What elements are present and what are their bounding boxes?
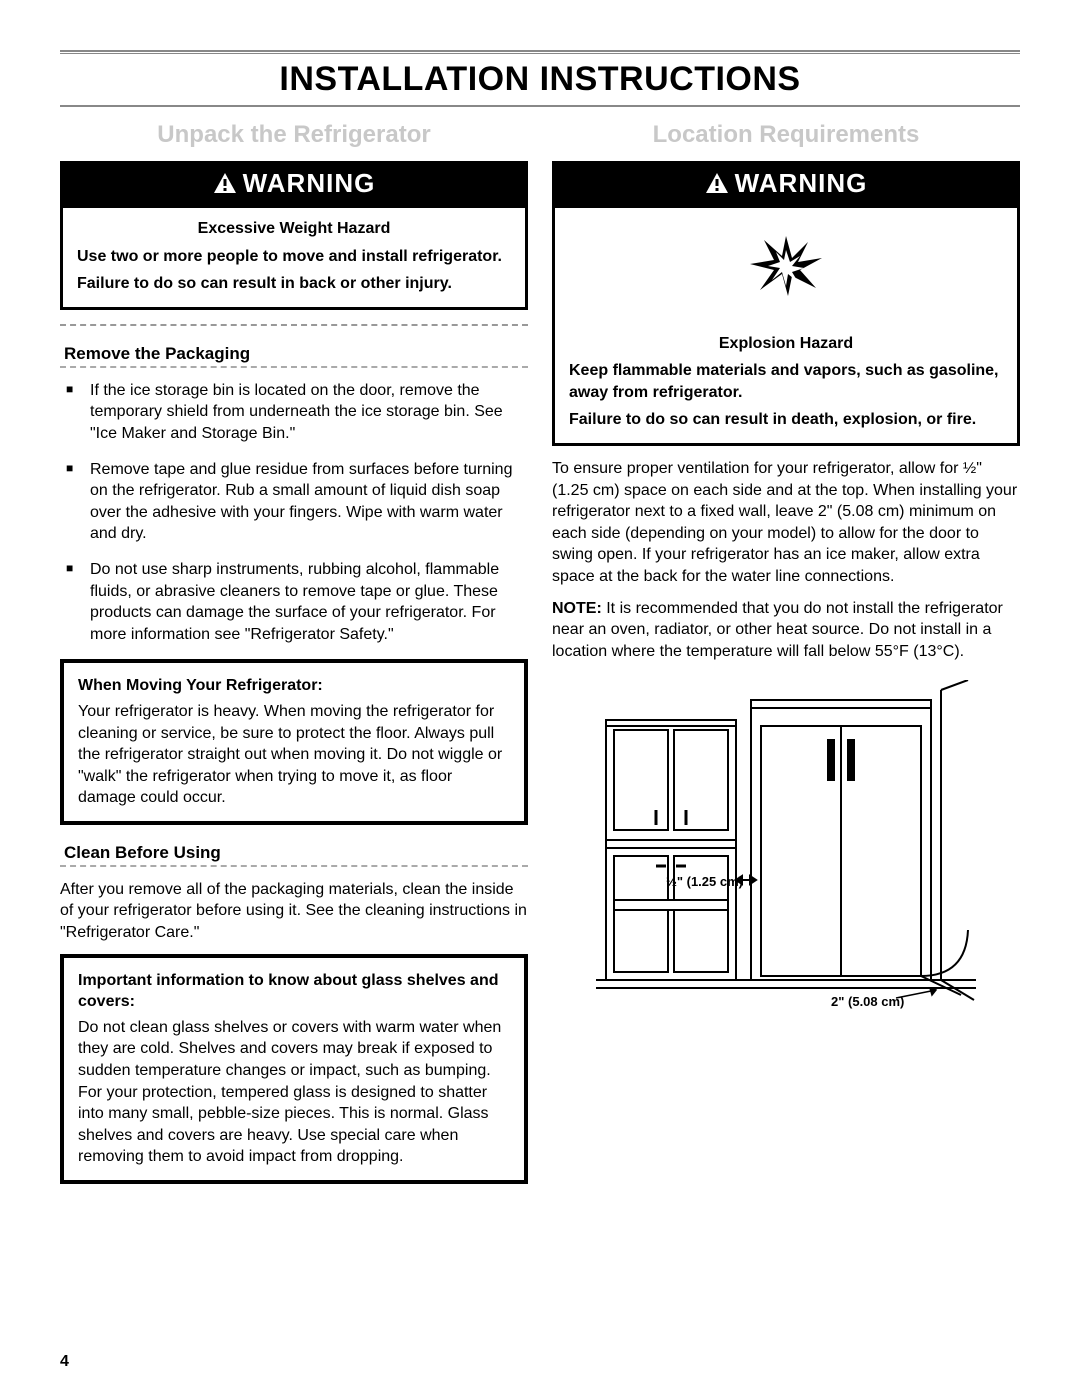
two-column-layout: Unpack the Refrigerator WARNING Excessiv… (60, 121, 1020, 1200)
right-column: Location Requirements WARNING Explosion … (552, 121, 1020, 1200)
warning-banner-left-text: WARNING (243, 168, 376, 198)
moving-box-title: When Moving Your Refrigerator: (78, 675, 510, 697)
alert-triangle-icon (705, 172, 729, 194)
glass-shelves-box: Important information to know about glas… (60, 954, 528, 1184)
warning-right-line1: Keep flammable materials and vapors, suc… (569, 360, 1003, 403)
top-rule-lower (60, 105, 1020, 107)
warning-box-right: Explosion Hazard Keep flammable material… (552, 323, 1020, 446)
note-text: It is recommended that you do not instal… (552, 600, 1003, 660)
list-item: If the ice storage bin is located on the… (64, 380, 528, 445)
hazard-title-weight: Excessive Weight Hazard (77, 218, 511, 240)
warning-box-right-icon (552, 208, 1020, 323)
warning-left-line2: Failure to do so can result in back or o… (77, 273, 511, 295)
heading-underline-1 (60, 366, 528, 368)
heading-remove-packaging: Remove the Packaging (64, 344, 528, 364)
top-rule-upper (60, 50, 1020, 54)
dashed-rule (60, 324, 528, 326)
section-title-unpack: Unpack the Refrigerator (60, 121, 528, 149)
warning-right-line2: Failure to do so can result in death, ex… (569, 409, 1003, 431)
clean-before-body: After you remove all of the packaging ma… (60, 879, 528, 944)
explosion-icon (746, 228, 826, 298)
ventilation-text: To ensure proper ventilation for your re… (552, 458, 1020, 588)
page-title: INSTALLATION INSTRUCTIONS (60, 60, 1020, 99)
heading-clean-before: Clean Before Using (64, 843, 528, 863)
warning-box-left: Excessive Weight Hazard Use two or more … (60, 208, 528, 310)
note-paragraph: NOTE: It is recommended that you do not … (552, 598, 1020, 663)
section-title-location: Location Requirements (552, 121, 1020, 149)
warning-banner-right: WARNING (552, 161, 1020, 208)
note-label: NOTE: (552, 600, 602, 617)
clearance-diagram: ½" (1.25 cm) 2" (5.08 cm) (552, 680, 1020, 1015)
moving-box-body: Your refrigerator is heavy. When moving … (78, 701, 510, 809)
heading-underline-2 (60, 865, 528, 867)
warning-left-line1: Use two or more people to move and insta… (77, 246, 511, 268)
moving-refrigerator-box: When Moving Your Refrigerator: Your refr… (60, 659, 528, 825)
warning-banner-left: WARNING (60, 161, 528, 208)
alert-triangle-icon (213, 172, 237, 194)
list-item: Do not use sharp instruments, rubbing al… (64, 559, 528, 645)
side-clearance-label: ½" (1.25 cm) (666, 874, 743, 889)
list-item: Remove tape and glue residue from surfac… (64, 459, 528, 545)
warning-banner-right-text: WARNING (735, 168, 868, 198)
remove-packaging-list: If the ice storage bin is located on the… (60, 380, 528, 646)
left-column: Unpack the Refrigerator WARNING Excessiv… (60, 121, 528, 1200)
door-clearance-label: 2" (5.08 cm) (831, 994, 904, 1009)
glass-box-title: Important information to know about glas… (78, 970, 510, 1013)
hazard-title-explosion: Explosion Hazard (569, 333, 1003, 355)
glass-box-body: Do not clean glass shelves or covers wit… (78, 1017, 510, 1168)
page-number: 4 (60, 1353, 69, 1371)
